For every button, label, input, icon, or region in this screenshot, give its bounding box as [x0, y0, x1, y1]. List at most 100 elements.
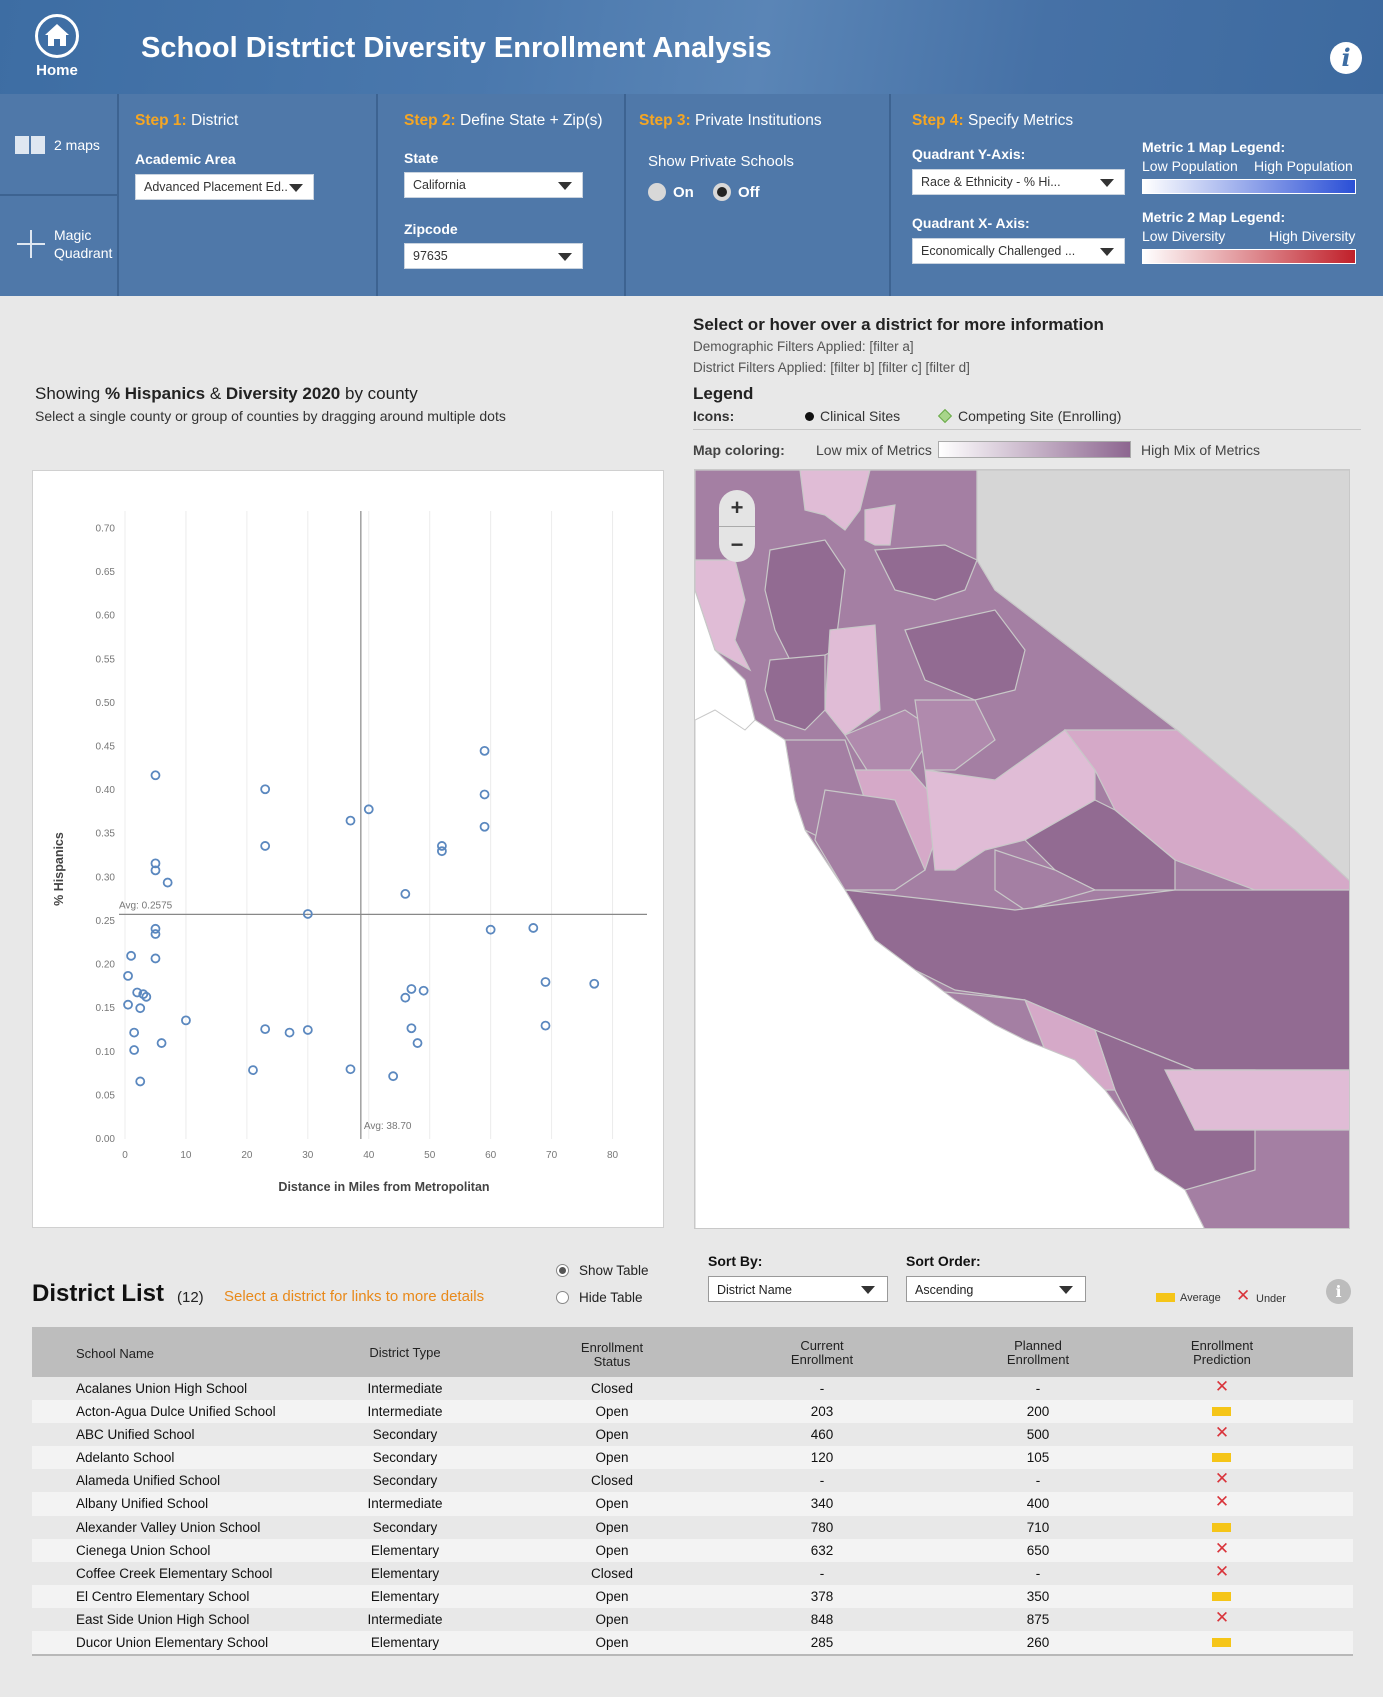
home-button[interactable]: Home [22, 14, 92, 79]
table-row[interactable]: Adelanto School Secondary Open 120 105 [32, 1446, 1353, 1470]
table-row[interactable]: Acalanes Union High School Intermediate Cl… [32, 1377, 1353, 1401]
scatter-point[interactable] [302, 1025, 313, 1035]
county-region[interactable] [814, 789, 926, 891]
scatter-point[interactable] [479, 745, 490, 756]
scatter-point[interactable] [181, 1015, 191, 1026]
scatter-point[interactable] [363, 804, 374, 815]
scatter-point[interactable] [406, 1023, 417, 1034]
state-select[interactable]: California [404, 172, 583, 198]
scatter-point[interactable] [126, 950, 136, 961]
scatter-point[interactable] [345, 815, 356, 826]
scatter-point[interactable] [260, 784, 271, 795]
col-planned-enrollment[interactable]: Planned Enrollment [1006, 1338, 1070, 1367]
info-icon[interactable]: i [1330, 42, 1362, 74]
county-region[interactable] [695, 559, 752, 672]
scatter-point[interactable] [248, 1065, 258, 1075]
private-on-radio[interactable]: On [648, 183, 694, 201]
school-name-cell[interactable]: Albany Unified School [76, 1496, 209, 1512]
scatter-point[interactable] [132, 987, 143, 998]
school-name-cell[interactable]: Acton-Agua Dulce Unified School [76, 1404, 276, 1420]
scatter-point[interactable] [406, 984, 417, 994]
scatter-point[interactable] [388, 1071, 399, 1082]
academic-area-select[interactable]: Advanced Placement Ed.. [135, 174, 314, 200]
county-region[interactable] [1164, 1069, 1350, 1131]
private-off-radio[interactable]: Off [713, 183, 760, 201]
info-icon[interactable]: i [1326, 1279, 1351, 1304]
county-map[interactable]: + − [694, 469, 1350, 1229]
county-region[interactable] [824, 624, 881, 736]
scatter-point[interactable] [129, 1045, 140, 1055]
school-name-cell[interactable]: Ducor Union Elementary School [76, 1635, 269, 1651]
scatter-point[interactable] [156, 1038, 167, 1048]
county-region[interactable] [874, 544, 978, 601]
scatter-point[interactable] [589, 978, 600, 989]
scatter-point[interactable] [479, 821, 490, 832]
scatter-point[interactable] [141, 991, 152, 1002]
scatter-point[interactable] [284, 1027, 295, 1038]
school-name-cell[interactable]: El Centro Elementary School [76, 1588, 250, 1604]
scatter-point[interactable] [129, 1027, 140, 1038]
scatter-point[interactable] [540, 977, 551, 987]
table-row[interactable]: ABC Unified School Secondary Open 460 500 ✕ [32, 1423, 1353, 1447]
scatter-point[interactable] [260, 841, 271, 851]
county-region[interactable] [904, 609, 1026, 701]
scatter-point[interactable] [150, 770, 161, 781]
school-name-cell[interactable]: Cienega Union School [76, 1542, 211, 1558]
sort-order-select[interactable]: Ascending [906, 1276, 1086, 1302]
scatter-point[interactable] [150, 923, 161, 934]
col-enrollment-prediction[interactable]: Enrollment Prediction [1190, 1338, 1254, 1367]
col-current-enrollment[interactable]: Current Enrollment [790, 1338, 854, 1367]
table-row[interactable]: Alameda Unified School Secondary Closed - - ✕ [32, 1469, 1353, 1493]
scatter-point[interactable] [123, 999, 133, 1010]
scatter-point[interactable] [540, 1020, 551, 1031]
col-school-name[interactable]: School Name [76, 1346, 155, 1361]
scatter-point[interactable] [436, 846, 447, 857]
table-row[interactable]: El Centro Elementary School Elementary Ope… [32, 1584, 1353, 1608]
show-table-radio[interactable]: Show Table [556, 1263, 649, 1278]
zoom-out-button[interactable]: − [719, 526, 755, 562]
x-axis-select[interactable]: Economically Challenged ... [912, 238, 1125, 264]
scatter-point[interactable] [528, 923, 539, 933]
sort-by-select[interactable]: District Name [708, 1276, 888, 1302]
two-maps-button[interactable]: 2 maps [0, 94, 119, 196]
scatter-point[interactable] [135, 1003, 146, 1014]
county-region[interactable] [764, 654, 826, 731]
hide-table-radio[interactable]: Hide Table [556, 1290, 643, 1305]
scatter-point[interactable] [418, 985, 429, 996]
scatter-point[interactable] [479, 789, 490, 800]
school-name-cell[interactable]: Alameda Unified School [76, 1473, 221, 1489]
scatter-point[interactable] [150, 865, 161, 876]
county-region[interactable] [914, 699, 996, 771]
scatter-point[interactable] [436, 841, 447, 851]
col-enrollment-status[interactable]: Enrollment Status [580, 1340, 644, 1369]
scatter-point[interactable] [260, 1024, 271, 1034]
col-district-type[interactable]: District Type [369, 1345, 441, 1360]
magic-quadrant-button[interactable]: Magic Quadrant [0, 196, 119, 296]
y-axis-select[interactable]: Race & Ethnicity - % Hi... [912, 169, 1125, 195]
scatter-point[interactable] [150, 953, 161, 964]
scatter-point[interactable] [150, 858, 161, 869]
scatter-point[interactable] [400, 889, 411, 899]
school-name-cell[interactable]: Alexander Valley Union School [76, 1519, 261, 1535]
scatter-point[interactable] [345, 1064, 356, 1075]
school-name-cell[interactable]: ABC Unified School [76, 1427, 195, 1443]
scatter-point[interactable] [123, 970, 133, 981]
school-name-cell[interactable]: Coffee Creek Elementary School [76, 1565, 273, 1581]
zoom-in-button[interactable]: + [730, 495, 744, 520]
zipcode-select[interactable]: 97635 [404, 243, 583, 269]
table-row[interactable]: Ducor Union Elementary School Elementary O… [32, 1631, 1353, 1655]
scatter-point[interactable] [150, 929, 161, 939]
table-row[interactable]: Coffee Creek Elementary School Elementary… [32, 1561, 1353, 1585]
county-region[interactable] [994, 849, 1097, 911]
county-region[interactable] [864, 504, 896, 546]
table-row[interactable]: Albany Unified School Intermediate Open 340… [32, 1492, 1353, 1516]
scatter-point[interactable] [162, 877, 173, 888]
table-row[interactable]: Acton-Agua Dulce Unified School Intermedi… [32, 1400, 1353, 1424]
school-name-cell[interactable]: Adelanto School [76, 1450, 175, 1466]
county-region[interactable] [1024, 799, 1176, 891]
scatter-point[interactable] [135, 1076, 146, 1087]
scatter-point[interactable] [485, 924, 496, 935]
county-region[interactable] [799, 470, 871, 531]
school-name-cell[interactable]: East Side Union High School [76, 1611, 250, 1627]
table-row[interactable]: Cienega Union School Elementary Open 632 650… [32, 1538, 1353, 1562]
